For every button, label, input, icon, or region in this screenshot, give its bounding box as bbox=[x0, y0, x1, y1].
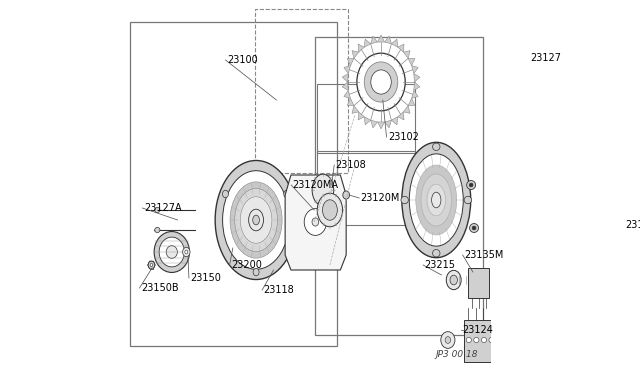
Text: 23108: 23108 bbox=[336, 160, 367, 170]
Ellipse shape bbox=[371, 70, 391, 94]
Ellipse shape bbox=[416, 165, 457, 235]
Ellipse shape bbox=[166, 246, 177, 258]
Polygon shape bbox=[371, 120, 378, 128]
Polygon shape bbox=[414, 74, 420, 82]
Polygon shape bbox=[464, 320, 496, 362]
Text: 23102: 23102 bbox=[388, 132, 419, 142]
Polygon shape bbox=[412, 90, 418, 98]
Circle shape bbox=[469, 183, 473, 187]
Text: 23124: 23124 bbox=[463, 325, 493, 335]
Text: 23100: 23100 bbox=[227, 55, 258, 65]
Ellipse shape bbox=[223, 190, 228, 198]
Ellipse shape bbox=[154, 231, 189, 272]
Ellipse shape bbox=[284, 190, 290, 198]
Circle shape bbox=[470, 224, 479, 232]
Text: 23127: 23127 bbox=[530, 53, 561, 63]
Polygon shape bbox=[385, 36, 392, 44]
Ellipse shape bbox=[182, 247, 190, 257]
Circle shape bbox=[481, 337, 486, 343]
Polygon shape bbox=[414, 82, 420, 90]
Ellipse shape bbox=[402, 142, 470, 258]
Polygon shape bbox=[468, 268, 488, 298]
Polygon shape bbox=[403, 51, 410, 58]
Ellipse shape bbox=[240, 197, 272, 243]
Ellipse shape bbox=[235, 188, 278, 251]
Circle shape bbox=[474, 337, 479, 343]
Polygon shape bbox=[385, 120, 392, 128]
Ellipse shape bbox=[253, 268, 259, 276]
Polygon shape bbox=[342, 74, 348, 82]
Ellipse shape bbox=[450, 275, 458, 285]
Circle shape bbox=[489, 337, 494, 343]
Polygon shape bbox=[392, 39, 398, 47]
Polygon shape bbox=[392, 117, 398, 125]
Polygon shape bbox=[398, 112, 404, 120]
Circle shape bbox=[401, 196, 408, 204]
Polygon shape bbox=[352, 51, 358, 58]
Text: 23215: 23215 bbox=[424, 260, 456, 270]
Ellipse shape bbox=[357, 53, 405, 111]
Polygon shape bbox=[403, 106, 410, 113]
Circle shape bbox=[472, 226, 476, 230]
Polygon shape bbox=[378, 122, 385, 129]
Text: 23156: 23156 bbox=[625, 220, 640, 230]
Ellipse shape bbox=[312, 174, 333, 206]
Ellipse shape bbox=[223, 171, 289, 269]
Ellipse shape bbox=[431, 192, 441, 208]
Polygon shape bbox=[342, 82, 348, 90]
Polygon shape bbox=[412, 66, 418, 74]
Circle shape bbox=[464, 196, 472, 204]
Polygon shape bbox=[344, 66, 351, 74]
Circle shape bbox=[155, 208, 160, 213]
Ellipse shape bbox=[364, 62, 398, 102]
Circle shape bbox=[433, 143, 440, 151]
Ellipse shape bbox=[253, 215, 259, 225]
Polygon shape bbox=[285, 175, 346, 270]
Polygon shape bbox=[398, 44, 404, 52]
Polygon shape bbox=[364, 39, 371, 47]
Ellipse shape bbox=[148, 261, 155, 269]
Ellipse shape bbox=[343, 191, 349, 199]
Ellipse shape bbox=[446, 270, 461, 290]
Ellipse shape bbox=[421, 174, 451, 226]
Polygon shape bbox=[344, 90, 351, 98]
Text: 23118: 23118 bbox=[264, 285, 294, 295]
Ellipse shape bbox=[312, 218, 319, 226]
Polygon shape bbox=[348, 98, 354, 106]
Text: 23120M: 23120M bbox=[361, 193, 400, 203]
Ellipse shape bbox=[215, 160, 297, 279]
Ellipse shape bbox=[317, 193, 342, 227]
Ellipse shape bbox=[230, 182, 282, 258]
Polygon shape bbox=[358, 112, 364, 120]
Text: 23127A: 23127A bbox=[144, 203, 182, 213]
Ellipse shape bbox=[441, 331, 455, 348]
Circle shape bbox=[433, 250, 440, 257]
Circle shape bbox=[466, 337, 472, 343]
Text: 23150B: 23150B bbox=[141, 283, 179, 293]
Polygon shape bbox=[408, 98, 415, 106]
Polygon shape bbox=[348, 58, 354, 66]
Ellipse shape bbox=[150, 263, 153, 267]
Circle shape bbox=[155, 227, 160, 232]
Polygon shape bbox=[352, 106, 358, 113]
Polygon shape bbox=[408, 58, 415, 66]
Ellipse shape bbox=[304, 209, 326, 235]
Text: 23120MA: 23120MA bbox=[292, 180, 339, 190]
Polygon shape bbox=[371, 36, 378, 44]
Ellipse shape bbox=[248, 209, 264, 231]
Ellipse shape bbox=[427, 184, 445, 216]
Ellipse shape bbox=[159, 237, 184, 267]
Ellipse shape bbox=[185, 250, 188, 254]
Text: 23200: 23200 bbox=[231, 260, 262, 270]
Polygon shape bbox=[378, 35, 385, 42]
Text: 23150: 23150 bbox=[190, 273, 221, 283]
Polygon shape bbox=[358, 44, 364, 52]
Text: JP3 00 18: JP3 00 18 bbox=[436, 350, 479, 359]
Polygon shape bbox=[364, 117, 371, 125]
Ellipse shape bbox=[323, 200, 337, 220]
Ellipse shape bbox=[445, 337, 451, 343]
Circle shape bbox=[467, 180, 476, 189]
Text: 23135M: 23135M bbox=[464, 250, 504, 260]
Ellipse shape bbox=[410, 154, 463, 246]
